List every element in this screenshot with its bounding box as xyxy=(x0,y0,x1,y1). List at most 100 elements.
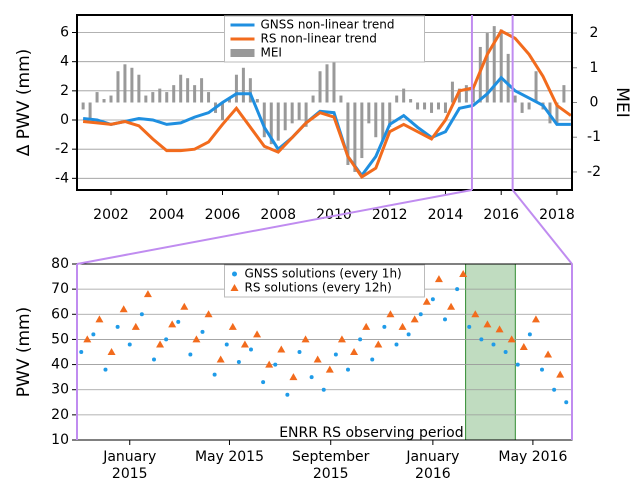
bar xyxy=(457,88,461,103)
bar xyxy=(492,26,496,103)
point xyxy=(212,372,217,377)
point xyxy=(285,392,290,397)
bar xyxy=(109,95,113,103)
point xyxy=(564,400,569,405)
bar xyxy=(269,102,273,145)
y-tick-label: 0 xyxy=(60,112,69,128)
point xyxy=(192,335,201,343)
line xyxy=(82,75,571,178)
bar xyxy=(388,102,392,127)
panel: -4-20246-2-10122002200420062008201020122… xyxy=(14,14,630,223)
bar xyxy=(360,102,364,159)
legend-label: GNSS solutions (every 1h) xyxy=(245,267,402,281)
point xyxy=(386,310,395,318)
point xyxy=(321,387,326,392)
point xyxy=(479,337,484,342)
bar xyxy=(200,78,204,103)
bar xyxy=(186,78,190,103)
x-tick-label: September 2015 xyxy=(292,449,370,482)
zoom-connector xyxy=(76,189,473,265)
point xyxy=(345,367,350,372)
legend-label: MEI xyxy=(261,46,282,60)
x-tick-label: 2018 xyxy=(539,207,575,223)
bar xyxy=(409,99,413,103)
bar xyxy=(311,95,315,103)
data-layer xyxy=(81,26,572,179)
point xyxy=(519,342,528,350)
point xyxy=(79,350,84,354)
y2-tick-label: 0 xyxy=(590,95,599,111)
bar xyxy=(471,88,475,103)
x-tick-label: January 2016 xyxy=(406,449,460,482)
point xyxy=(495,325,504,333)
y-tick-label: 6 xyxy=(60,25,69,41)
legend-swatch xyxy=(230,284,239,291)
point xyxy=(95,315,104,323)
bar xyxy=(276,102,280,141)
bar xyxy=(325,64,329,103)
bar xyxy=(534,71,538,103)
bar xyxy=(513,95,517,103)
point xyxy=(398,322,407,330)
zoom-connector xyxy=(511,189,573,265)
point xyxy=(176,319,181,324)
point xyxy=(115,324,120,329)
bar xyxy=(297,102,301,120)
bar xyxy=(304,102,308,127)
point xyxy=(394,342,399,347)
bar xyxy=(241,67,245,103)
bar xyxy=(116,71,120,103)
plot-frame xyxy=(76,14,573,191)
bar xyxy=(443,102,447,113)
point xyxy=(515,362,520,367)
bar xyxy=(555,102,559,124)
bar xyxy=(367,102,371,124)
point xyxy=(253,330,262,338)
point xyxy=(301,335,310,343)
y-tick-label: 50 xyxy=(51,331,69,347)
bar xyxy=(283,102,287,131)
bar xyxy=(137,74,141,103)
point xyxy=(447,302,456,310)
panel: ENRR RS observing period 10 20 30 40 50 60 70 80… xyxy=(14,256,573,448)
bar xyxy=(234,74,238,103)
point xyxy=(131,322,140,330)
legend-label: RS non-linear trend xyxy=(261,32,377,46)
point xyxy=(297,350,302,354)
shaded-region xyxy=(465,263,516,441)
point xyxy=(240,340,249,348)
y-tick-label: 2 xyxy=(60,83,69,99)
point xyxy=(228,322,237,330)
x-tick-label: 2016 xyxy=(483,207,519,223)
y-tick-label: -2 xyxy=(55,141,69,157)
point xyxy=(459,270,468,278)
data-layer xyxy=(79,270,569,405)
bar xyxy=(423,102,427,110)
bar xyxy=(248,78,252,103)
point xyxy=(200,329,205,334)
point xyxy=(188,352,193,357)
point xyxy=(418,312,423,317)
point xyxy=(430,297,435,302)
legend-box xyxy=(224,264,425,298)
point xyxy=(289,373,298,381)
point xyxy=(507,335,516,343)
y2-axis-label: MEI xyxy=(612,87,630,117)
point xyxy=(382,324,387,329)
y2-tick-label: 2 xyxy=(590,25,599,41)
point xyxy=(313,355,322,363)
bar xyxy=(436,102,440,110)
bar xyxy=(255,99,259,103)
point xyxy=(236,360,241,365)
point xyxy=(139,312,144,317)
x-tick-label: 2014 xyxy=(428,207,464,223)
point xyxy=(325,365,334,373)
point xyxy=(127,342,132,347)
point xyxy=(277,345,286,353)
y-tick-label: 30 xyxy=(51,382,69,398)
x-tick-label: 2012 xyxy=(372,207,408,223)
point xyxy=(503,350,508,354)
point xyxy=(471,310,480,318)
point xyxy=(248,347,253,352)
point xyxy=(442,317,447,322)
